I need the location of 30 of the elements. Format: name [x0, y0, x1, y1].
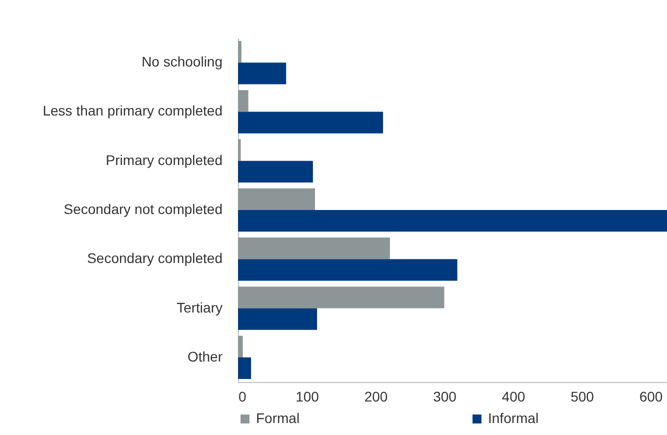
x-tick-label: 300 [433, 388, 457, 404]
x-tick-label: 400 [502, 388, 526, 404]
x-tick-label: 500 [570, 388, 594, 404]
y-tick-label: Secondary not completed [64, 201, 222, 217]
bar [238, 238, 390, 260]
bar [238, 286, 444, 308]
bar [238, 210, 667, 232]
legend-label: Informal [488, 410, 539, 426]
y-tick-label: Other [187, 348, 223, 364]
bar [238, 357, 252, 380]
y-tick-label: No schooling [142, 54, 222, 70]
bar [238, 308, 318, 330]
y-tick-label: Less than primary completed [42, 102, 222, 119]
bar [238, 62, 286, 84]
x-tick-label: 100 [296, 388, 320, 404]
bar [238, 160, 313, 182]
x-tick-label: 200 [364, 388, 388, 404]
x-tick-label: 600 [639, 388, 663, 404]
legend-label: Formal [256, 410, 300, 426]
bar [238, 112, 384, 134]
bar [238, 259, 458, 281]
x-tick-label: 0 [238, 388, 246, 404]
bar [238, 40, 242, 63]
y-tick-label: Primary completed [106, 152, 222, 168]
bar [238, 90, 248, 112]
y-tick-label: Secondary completed [87, 250, 222, 266]
bar [238, 336, 243, 358]
y-tick-label: Tertiary [176, 299, 222, 316]
bar [238, 188, 315, 210]
bar [238, 139, 241, 161]
